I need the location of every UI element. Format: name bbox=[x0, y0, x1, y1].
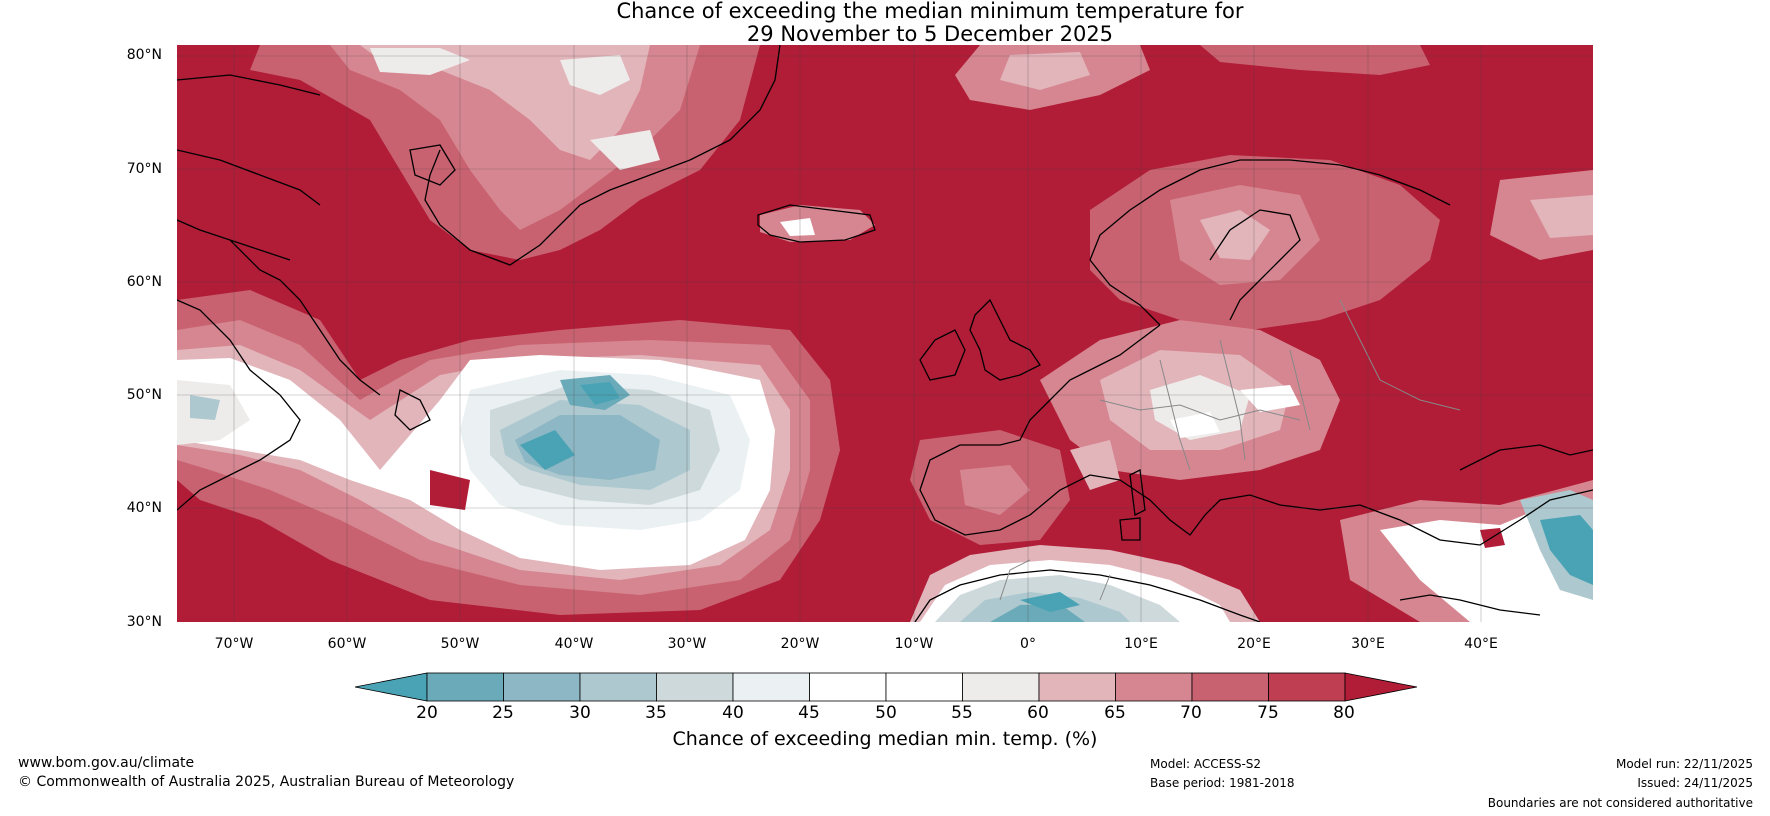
country-borders bbox=[999, 299, 1461, 601]
disclaimer-text: Boundaries are not considered authoritat… bbox=[1487, 796, 1753, 810]
colorbar-tick-label: 35 bbox=[645, 703, 667, 723]
lat-tick: 30°N bbox=[126, 614, 162, 630]
colorbar-tick-label: 55 bbox=[951, 703, 973, 723]
copyright-text: © Commonwealth of Australia 2025, Austra… bbox=[18, 774, 515, 790]
colorbar-segment bbox=[962, 672, 1040, 702]
lon-tick: 40°E bbox=[1464, 636, 1498, 652]
lon-tick: 20°W bbox=[780, 636, 820, 652]
issued-text: Issued: 24/11/2025 bbox=[1637, 776, 1753, 790]
colorbar-segment bbox=[1268, 672, 1346, 702]
model-text: Model: ACCESS-S2 bbox=[1150, 757, 1262, 771]
colorbar-tick-label: 75 bbox=[1257, 703, 1279, 723]
colorbar bbox=[354, 672, 1418, 702]
lat-tick: 50°N bbox=[126, 387, 162, 403]
colorbar-segment bbox=[1038, 672, 1116, 702]
lon-tick: 50°W bbox=[440, 636, 480, 652]
lon-tick: 30°E bbox=[1351, 636, 1385, 652]
colorbar-tick-label: 40 bbox=[722, 703, 744, 723]
lon-tick: 10°W bbox=[894, 636, 934, 652]
colorbar-extend-low bbox=[354, 672, 428, 702]
map-title-line2: 29 November to 5 December 2025 bbox=[746, 22, 1114, 46]
colorbar-tick-label: 25 bbox=[492, 703, 514, 723]
colorbar-tick-label: 20 bbox=[416, 703, 438, 723]
lat-tick: 80°N bbox=[126, 47, 162, 63]
colorbar-segment bbox=[1191, 672, 1269, 702]
colorbar-segment bbox=[885, 672, 963, 702]
map-title: Chance of exceeding the median minimum t… bbox=[0, 0, 1770, 46]
lat-tick: 40°N bbox=[126, 500, 162, 516]
colorbar-tick-label: 70 bbox=[1180, 703, 1202, 723]
colorbar-tick-label: 45 bbox=[798, 703, 820, 723]
colorbar-tick-label: 50 bbox=[875, 703, 897, 723]
map-field bbox=[177, 45, 1593, 622]
lon-tick: 10°E bbox=[1124, 636, 1158, 652]
base-period-text: Base period: 1981-2018 bbox=[1150, 776, 1295, 790]
colorbar-segment bbox=[503, 672, 581, 702]
colorbar-segment bbox=[809, 672, 887, 702]
model-run-text: Model run: 22/11/2025 bbox=[1615, 757, 1753, 771]
colorbar-segment bbox=[426, 672, 504, 702]
colorbar-tick-label: 60 bbox=[1027, 703, 1049, 723]
lon-tick: 20°E bbox=[1237, 636, 1271, 652]
colorbar-tick-label: 30 bbox=[569, 703, 591, 723]
map-title-line1: Chance of exceeding the median minimum t… bbox=[616, 0, 1244, 23]
graticule bbox=[177, 45, 1593, 622]
lon-tick: 30°W bbox=[667, 636, 707, 652]
colorbar-extend-high bbox=[1344, 672, 1418, 702]
colorbar-segment bbox=[732, 672, 810, 702]
colorbar-tick-label: 65 bbox=[1104, 703, 1126, 723]
lon-tick: 70°W bbox=[214, 636, 254, 652]
lon-tick: 0° bbox=[1020, 636, 1036, 652]
colorbar-title: Chance of exceeding median min. temp. (%… bbox=[672, 728, 1098, 750]
coastlines bbox=[177, 45, 1593, 622]
lat-tick: 70°N bbox=[126, 161, 162, 177]
lat-tick: 60°N bbox=[126, 274, 162, 290]
website-link[interactable]: www.bom.gov.au/climate bbox=[18, 755, 195, 771]
lon-tick: 40°W bbox=[554, 636, 594, 652]
colorbar-segment bbox=[656, 672, 734, 702]
lon-tick: 60°W bbox=[327, 636, 367, 652]
colorbar-segment bbox=[1115, 672, 1193, 702]
colorbar-segment bbox=[579, 672, 657, 702]
colorbar-tick-label: 80 bbox=[1333, 703, 1355, 723]
